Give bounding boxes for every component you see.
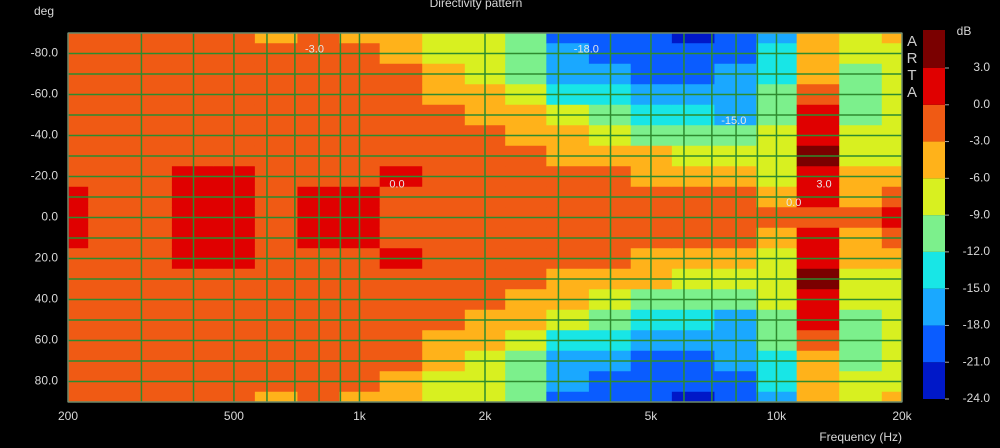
colorbar-label: dB bbox=[957, 24, 972, 38]
x-axis-label: Frequency (Hz) bbox=[819, 430, 902, 444]
contour-label: -18.0 bbox=[574, 43, 599, 55]
plot-border bbox=[67, 32, 903, 403]
colorbar-tick-label: 0.0 bbox=[973, 97, 990, 111]
contour-label: 0.0 bbox=[389, 179, 404, 191]
cell bbox=[671, 33, 715, 44]
colorbar-band bbox=[923, 68, 945, 105]
contour-label: 0.0 bbox=[786, 197, 801, 209]
watermark: T bbox=[907, 67, 916, 84]
cell bbox=[839, 33, 883, 44]
cell bbox=[254, 391, 298, 402]
cell bbox=[129, 391, 173, 402]
cell bbox=[839, 391, 883, 402]
colorbar-band bbox=[923, 30, 945, 68]
chart-title: Directivity pattern bbox=[430, 0, 523, 10]
cell bbox=[254, 33, 298, 44]
cell bbox=[422, 33, 466, 44]
cell bbox=[881, 33, 902, 44]
cell bbox=[505, 33, 547, 44]
colorbar-tick-label: -6.0 bbox=[969, 171, 990, 185]
colorbar-tick-label: -12.0 bbox=[963, 244, 991, 258]
cell bbox=[68, 391, 89, 402]
cell bbox=[546, 33, 590, 44]
cell bbox=[546, 391, 590, 402]
watermark: A bbox=[907, 84, 917, 101]
x-tick-label: 200 bbox=[58, 409, 78, 423]
y-tick-label: 20.0 bbox=[35, 251, 59, 265]
cell bbox=[129, 33, 173, 44]
colorbar-tick-label: -3.0 bbox=[969, 134, 990, 148]
y-tick-label: -60.0 bbox=[31, 87, 59, 101]
cell bbox=[68, 33, 89, 44]
cell bbox=[422, 391, 466, 402]
colorbar-band bbox=[923, 251, 945, 289]
overlay: 200 500 1k 2k 5k 10k 20k -80.0 -60.0 -40.0 -20.0 0.… bbox=[31, 30, 991, 423]
x-tick-label: 2k bbox=[479, 409, 493, 423]
y-tick-label: -40.0 bbox=[31, 128, 59, 142]
cell bbox=[671, 391, 715, 402]
y-tick-label: -20.0 bbox=[31, 169, 59, 183]
colorbar-band bbox=[923, 215, 945, 252]
colorbar-tick-label: 3.0 bbox=[973, 60, 990, 74]
x-tick-label: 1k bbox=[353, 409, 367, 423]
colorbar-band bbox=[923, 141, 945, 179]
cell bbox=[881, 391, 902, 402]
colorbar-tick-label: -24.0 bbox=[963, 391, 991, 405]
cell bbox=[379, 33, 423, 44]
y-tick-label: 80.0 bbox=[35, 374, 59, 388]
contour-label: -3.0 bbox=[305, 43, 324, 55]
watermark: A bbox=[907, 33, 917, 50]
cell bbox=[796, 33, 840, 44]
colorbar-tick-label: -9.0 bbox=[969, 207, 990, 221]
y-tick-label: 60.0 bbox=[35, 333, 59, 347]
colorbar-tick-label: -21.0 bbox=[963, 354, 991, 368]
cell bbox=[88, 391, 130, 402]
cell bbox=[505, 391, 547, 402]
y-tick-label: 0.0 bbox=[41, 210, 58, 224]
y-tick-label: -80.0 bbox=[31, 46, 59, 60]
cell bbox=[796, 391, 840, 402]
y-axis-label: deg bbox=[34, 4, 54, 18]
watermark: R bbox=[907, 50, 918, 67]
colorbar-tick-label: -15.0 bbox=[963, 281, 991, 295]
colorbar-tick-label: -18.0 bbox=[963, 318, 991, 332]
x-tick-label: 10k bbox=[767, 409, 787, 423]
contour-label: 3.0 bbox=[816, 179, 831, 191]
contour-label: -15.0 bbox=[721, 115, 746, 127]
x-tick-label: 20k bbox=[892, 409, 912, 423]
colorbar-band bbox=[923, 288, 945, 326]
colorbar-band bbox=[923, 325, 945, 363]
colorbar-band bbox=[923, 178, 945, 216]
cell bbox=[88, 33, 130, 44]
cell bbox=[379, 391, 423, 402]
x-tick-label: 5k bbox=[645, 409, 659, 423]
x-tick-label: 500 bbox=[224, 409, 244, 423]
colorbar-band bbox=[923, 362, 945, 399]
colorbar-band bbox=[923, 104, 945, 142]
y-tick-label: 40.0 bbox=[35, 292, 59, 306]
